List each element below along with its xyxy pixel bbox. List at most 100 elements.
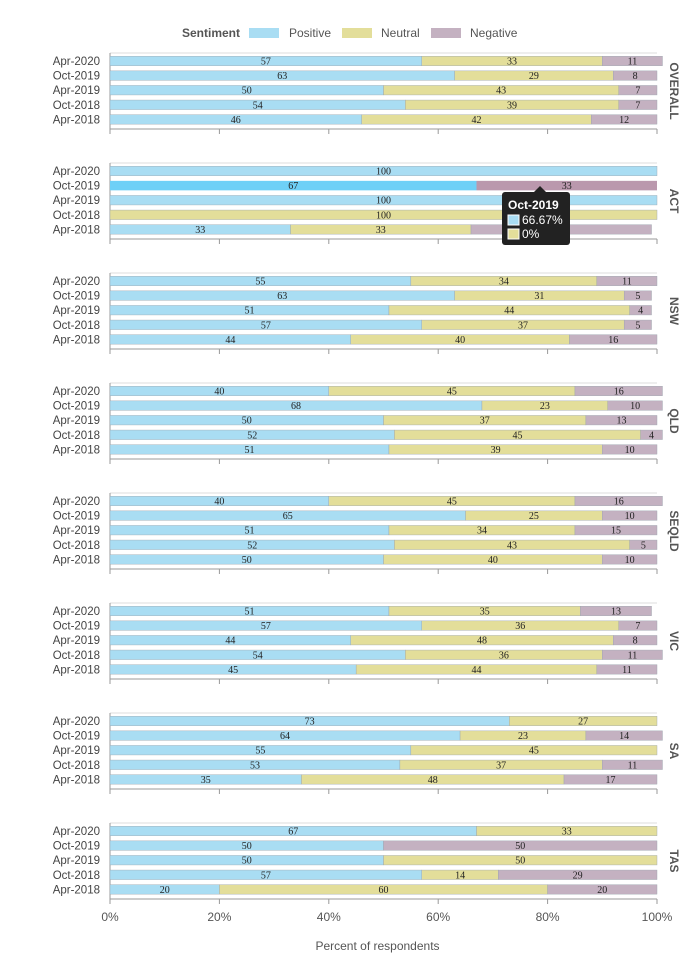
bar-vic-negative[interactable]: [613, 635, 658, 646]
data-label: 33: [376, 225, 386, 236]
category-label: Apr-2018: [53, 774, 100, 786]
bar-seqld-negative[interactable]: [574, 525, 658, 536]
data-label: 31: [534, 291, 544, 302]
data-label: 10: [630, 401, 640, 412]
bar-overall-negative[interactable]: [591, 114, 658, 125]
bar-sa-neutral[interactable]: [410, 745, 658, 756]
data-label: 44: [225, 636, 235, 647]
data-label: 50: [242, 416, 252, 427]
category-label: Oct-2019: [53, 71, 100, 83]
bar-sa-negative[interactable]: [563, 774, 658, 785]
category-label: Apr-2018: [53, 224, 100, 236]
data-label: 68: [291, 401, 301, 412]
bar-seqld-negative[interactable]: [602, 554, 658, 565]
data-label: 7: [635, 100, 640, 111]
bar-seqld-negative[interactable]: [602, 510, 658, 521]
category-label: Apr-2020: [53, 56, 100, 68]
facet-label-nsw: NSW: [667, 297, 681, 326]
category-label: Apr-2019: [53, 305, 100, 317]
x-tick-label: 100%: [642, 910, 673, 924]
bar-tas-negative[interactable]: [498, 869, 658, 880]
category-label: Apr-2018: [53, 884, 100, 896]
data-label: 15: [611, 526, 621, 537]
category-label: Oct-2019: [53, 511, 100, 523]
category-label: Apr-2019: [53, 415, 100, 427]
x-tick-label: 20%: [207, 910, 231, 924]
category-label: Apr-2018: [53, 554, 100, 566]
bar-qld-negative[interactable]: [607, 400, 663, 411]
data-label: 33: [507, 57, 517, 68]
bar-nsw-negative[interactable]: [596, 276, 658, 286]
category-label: Oct-2019: [53, 621, 100, 633]
bar-act-neutral[interactable]: [109, 209, 658, 220]
category-label: Oct-2018: [53, 540, 100, 552]
bar-nsw-negative[interactable]: [623, 290, 652, 301]
data-label: 45: [529, 746, 539, 757]
bar-seqld-negative[interactable]: [574, 496, 663, 506]
tooltip-swatch-positive: [507, 214, 520, 226]
bar-nsw-negative[interactable]: [623, 319, 652, 330]
bar-tas-negative[interactable]: [547, 884, 658, 895]
data-label: 14: [619, 731, 629, 742]
bar-seqld-negative[interactable]: [629, 539, 658, 550]
data-label: 39: [507, 100, 517, 111]
bar-vic-negative[interactable]: [596, 664, 658, 675]
bar-sa-negative[interactable]: [585, 730, 663, 741]
category-label: Apr-2020: [53, 826, 100, 838]
bar-qld-negative[interactable]: [585, 415, 658, 426]
bar-nsw-negative[interactable]: [629, 305, 652, 316]
bar-vic-negative[interactable]: [580, 606, 652, 616]
data-label: 50: [515, 841, 525, 852]
data-label: 14: [455, 870, 465, 881]
bar-qld-negative[interactable]: [602, 444, 658, 455]
category-label: Apr-2018: [53, 114, 100, 126]
data-label: 53: [250, 760, 260, 771]
bar-overall-negative[interactable]: [618, 85, 658, 96]
bar-nsw-negative[interactable]: [569, 334, 658, 345]
bar-act-negative[interactable]: [476, 180, 657, 191]
legend-swatch-positive[interactable]: [249, 28, 279, 38]
bar-tas-neutral[interactable]: [383, 855, 658, 866]
bar-vic-negative[interactable]: [602, 649, 663, 660]
tooltip-swatch-neutral: [507, 228, 520, 240]
data-label: 34: [499, 277, 509, 288]
bar-act-positive[interactable]: [109, 166, 658, 176]
data-label: 50: [242, 555, 252, 566]
bar-overall-negative[interactable]: [613, 70, 658, 81]
data-label: 20: [160, 885, 170, 896]
bar-sa-negative[interactable]: [602, 759, 663, 770]
category-label: Apr-2020: [53, 496, 100, 508]
bar-tas-negative[interactable]: [383, 840, 658, 851]
bar-overall-negative[interactable]: [618, 99, 658, 110]
data-label: 35: [201, 775, 211, 786]
bar-overall-negative[interactable]: [602, 56, 663, 66]
bar-qld-negative[interactable]: [640, 429, 663, 440]
bar-sa-neutral[interactable]: [509, 716, 658, 726]
data-label: 51: [244, 607, 254, 618]
bar-tas-neutral[interactable]: [476, 826, 658, 836]
data-label: 27: [578, 717, 588, 728]
data-label: 57: [261, 320, 271, 331]
data-label: 36: [499, 650, 509, 661]
legend-swatch-negative[interactable]: [431, 28, 461, 38]
data-label: 51: [244, 445, 254, 456]
x-tick-label: 40%: [317, 910, 341, 924]
category-label: Apr-2019: [53, 195, 100, 207]
data-label: 33: [195, 225, 205, 236]
bar-act-positive[interactable]: [110, 180, 477, 191]
category-label: Apr-2019: [53, 745, 100, 757]
legend-title: Sentiment: [182, 26, 240, 40]
data-label: 50: [242, 841, 252, 852]
bar-vic-negative[interactable]: [618, 620, 658, 631]
category-label: Apr-2020: [53, 716, 100, 728]
data-label: 67: [288, 827, 298, 838]
data-label: 13: [616, 416, 626, 427]
data-label: 4: [638, 306, 643, 317]
category-label: Apr-2018: [53, 444, 100, 456]
data-label: 11: [628, 57, 638, 68]
bar-act-positive[interactable]: [109, 195, 658, 206]
legend-swatch-neutral[interactable]: [342, 28, 372, 38]
bar-qld-negative[interactable]: [574, 386, 663, 396]
data-label: 36: [515, 621, 525, 632]
